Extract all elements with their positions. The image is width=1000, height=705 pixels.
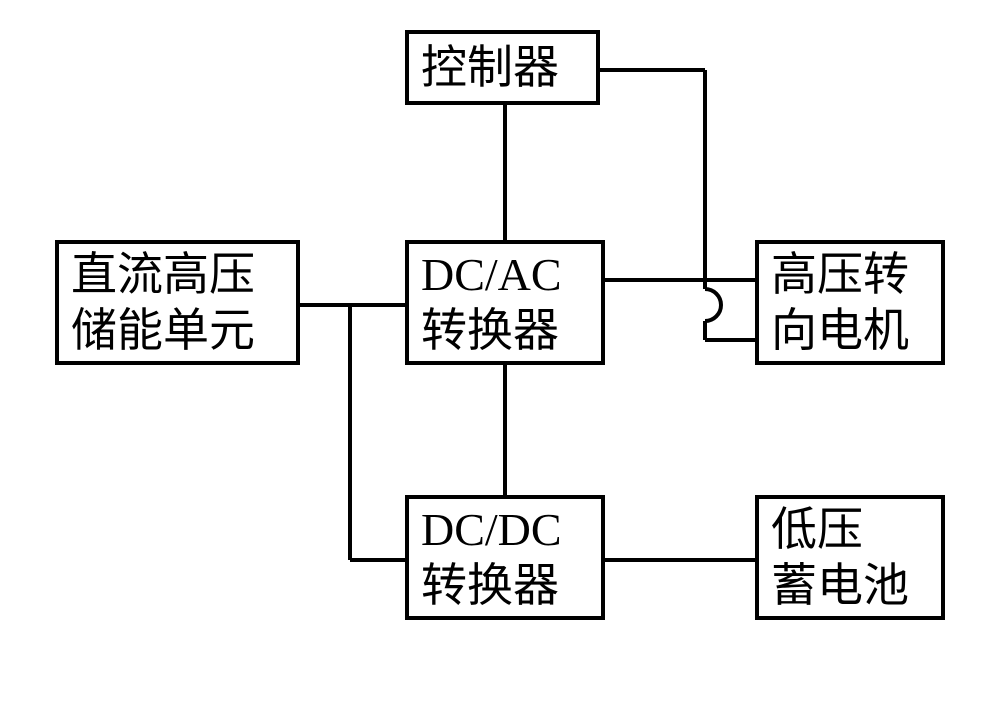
- hv-storage-label-1: 直流高压: [71, 247, 255, 302]
- dcac-label-1: DC/AC: [421, 247, 562, 302]
- dcdc-label-1: DC/DC: [421, 502, 562, 557]
- block-diagram: 控制器 直流高压 储能单元 DC/AC 转换器 高压转 向电机 DC/DC 转换…: [0, 0, 1000, 705]
- dcac-label-2: 转换器: [421, 303, 559, 358]
- lv-battery-label-1: 低压: [771, 502, 863, 557]
- hv-storage-block: 直流高压 储能单元: [55, 240, 300, 365]
- dcdc-label-2: 转换器: [421, 558, 559, 613]
- lv-battery-label-2: 蓄电池: [771, 558, 909, 613]
- lv-battery-block: 低压 蓄电池: [755, 495, 945, 620]
- hv-storage-label-2: 储能单元: [71, 303, 255, 358]
- hv-motor-label-1: 高压转: [771, 247, 909, 302]
- dcdc-block: DC/DC 转换器: [405, 495, 605, 620]
- hv-motor-label-2: 向电机: [771, 303, 909, 358]
- controller-label: 控制器: [421, 40, 559, 95]
- hv-motor-block: 高压转 向电机: [755, 240, 945, 365]
- controller-block: 控制器: [405, 30, 600, 105]
- dcac-block: DC/AC 转换器: [405, 240, 605, 365]
